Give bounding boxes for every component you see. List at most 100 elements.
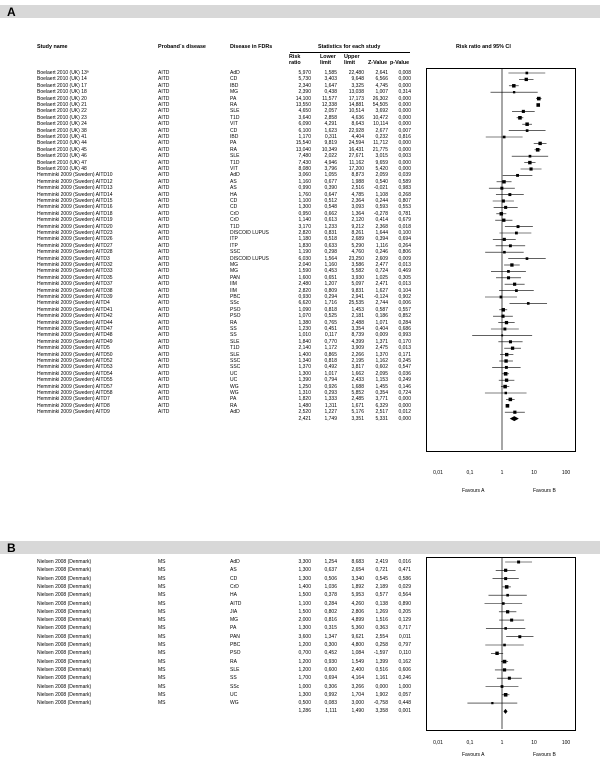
row-rr-cell: 2,820	[298, 230, 311, 236]
row-study-cell: Hemminki 2009 (Sweden) AITD20	[37, 223, 113, 230]
row-rr-cell: 1,160	[298, 178, 311, 185]
row-fdr-cell: SLE	[230, 153, 240, 160]
axis-tick-label: 0,1	[466, 470, 474, 476]
row-z-cell: 9,659	[375, 159, 388, 166]
axis-tick-label: 10	[531, 470, 537, 476]
summary-rr-cell: 1,286	[298, 708, 311, 715]
ci-marker	[494, 668, 515, 672]
axis-tick-label: 1	[500, 740, 504, 746]
row-rr-cell: 6,030	[298, 255, 311, 262]
row-p-cell: 0,000	[398, 76, 411, 83]
axis-tick-label: 0,01	[433, 740, 443, 746]
row-lo-cell: 1,160	[324, 262, 337, 268]
row-proband-cell: AITD	[158, 390, 170, 396]
panel-b-forest-plot	[467, 557, 534, 729]
row-p-cell: 0,724	[398, 390, 411, 396]
row-hi-cell: 3,909	[351, 345, 364, 352]
row-fdr-cell: SSC	[230, 358, 241, 364]
row-fdr-cell: SLE	[230, 108, 240, 115]
row-rr-cell: 2,340	[298, 82, 311, 89]
row-p-cell: 0,557	[398, 306, 411, 313]
panel-a-header-band: A	[0, 5, 600, 19]
row-lo-cell: 2,057	[324, 108, 337, 115]
row-lo-cell: 0,548	[324, 204, 337, 211]
ci-marker	[508, 129, 546, 132]
row-p-cell: 0,000	[398, 82, 411, 89]
row-lo-cell: 0,930	[324, 658, 337, 665]
row-hi-cell: 1,364	[351, 210, 364, 217]
row-p-cell: 0,686	[398, 326, 411, 332]
row-hi-cell: 2,488	[351, 319, 364, 326]
row-z-cell: 0,577	[375, 592, 388, 599]
row-proband-cell: AITD	[158, 249, 170, 256]
row-z-cell: 6,329	[375, 402, 388, 409]
row-lo-cell: 0,512	[324, 198, 337, 204]
row-rr-cell: 1,400	[298, 583, 311, 590]
row-p-cell: 0,110	[398, 650, 411, 657]
row-hi-cell: 2,689	[351, 236, 364, 243]
header-proband-disease: Proband´s disease	[158, 44, 206, 50]
row-z-cell: 1,516	[375, 617, 388, 624]
row-fdr-cell: SLE	[230, 338, 240, 345]
ci-marker	[520, 167, 542, 171]
row-rr-cell: 1,830	[298, 242, 311, 249]
point-estimate	[518, 116, 522, 120]
row-rr-cell: 2,820	[298, 287, 311, 294]
row-p-cell: 0,606	[398, 666, 411, 673]
row-study-cell: Hemminki 2009 (Sweden) AITD54	[37, 370, 113, 377]
row-p-cell: 0,012	[398, 409, 411, 416]
row-fdr-cell: VIT	[230, 166, 238, 172]
row-hi-cell: 5,582	[351, 268, 364, 275]
ci-marker	[502, 372, 510, 376]
row-z-cell: 6,566	[375, 76, 388, 83]
row-hi-cell: 4,404	[351, 134, 364, 140]
row-lo-cell: 0,311	[324, 134, 337, 140]
row-lo-cell: 0,453	[324, 268, 337, 275]
row-p-cell: 0,013	[398, 345, 411, 352]
row-rr-cell: 14,100	[295, 95, 311, 102]
row-fdr-cell: MG	[230, 262, 239, 268]
point-estimate	[508, 397, 513, 402]
row-proband-cell: AITD	[158, 364, 170, 371]
row-fdr-cell: JIA	[230, 608, 238, 615]
row-hi-cell: 4,399	[351, 338, 364, 345]
ci-marker	[499, 618, 525, 622]
row-z-cell: -1,597	[373, 650, 388, 657]
point-estimate	[517, 560, 521, 564]
row-lo-cell: 0,452	[324, 650, 337, 657]
row-hi-cell: 2,654	[351, 567, 364, 574]
panel-a-forest-plot	[472, 68, 549, 450]
row-study-cell: Nielsen 2008 (Denmark)	[37, 683, 92, 690]
row-rr-cell: 3,170	[298, 223, 311, 230]
row-fdr-cell: AITD	[230, 600, 242, 607]
row-rr-cell: 0,990	[298, 185, 311, 192]
row-proband-cell: AITD	[158, 281, 170, 288]
row-fdr-cell: HA	[230, 191, 237, 198]
row-study-cell: Hemminki 2009 (Sweden) AITD41	[37, 306, 113, 313]
row-z-cell: 2,477	[375, 262, 388, 268]
row-proband-cell: MS	[158, 617, 166, 624]
row-rr-cell: 15,540	[295, 140, 311, 147]
summary-p-cell: 0,001	[398, 708, 411, 715]
row-p-cell: 0,852	[398, 313, 411, 320]
row-proband-cell: MS	[158, 575, 166, 582]
row-hi-cell: 2,364	[351, 198, 364, 204]
row-lo-cell: 4,291	[324, 121, 337, 128]
row-z-cell: 2,471	[375, 281, 388, 288]
ci-marker	[533, 141, 547, 146]
row-fdr-cell: CrD	[230, 210, 239, 217]
row-lo-cell: 1,623	[324, 127, 337, 134]
row-hi-cell: 3,930	[351, 274, 364, 281]
row-fdr-cell: PBC	[230, 294, 241, 300]
row-study-cell: Hemminki 2009 (Sweden) AITD28	[37, 249, 113, 256]
row-z-cell: 1,627	[375, 287, 388, 294]
row-proband-cell: AITD	[158, 377, 170, 384]
point-estimate	[528, 154, 532, 158]
row-fdr-cell: IIM	[230, 281, 237, 288]
row-p-cell: 0,008	[398, 70, 411, 76]
ci-marker	[504, 346, 521, 350]
row-lo-cell: 0,633	[324, 242, 337, 249]
row-fdr-cell: T1D	[230, 345, 240, 352]
row-z-cell: 54,505	[372, 102, 388, 108]
row-z-cell: 0,394	[375, 236, 388, 243]
